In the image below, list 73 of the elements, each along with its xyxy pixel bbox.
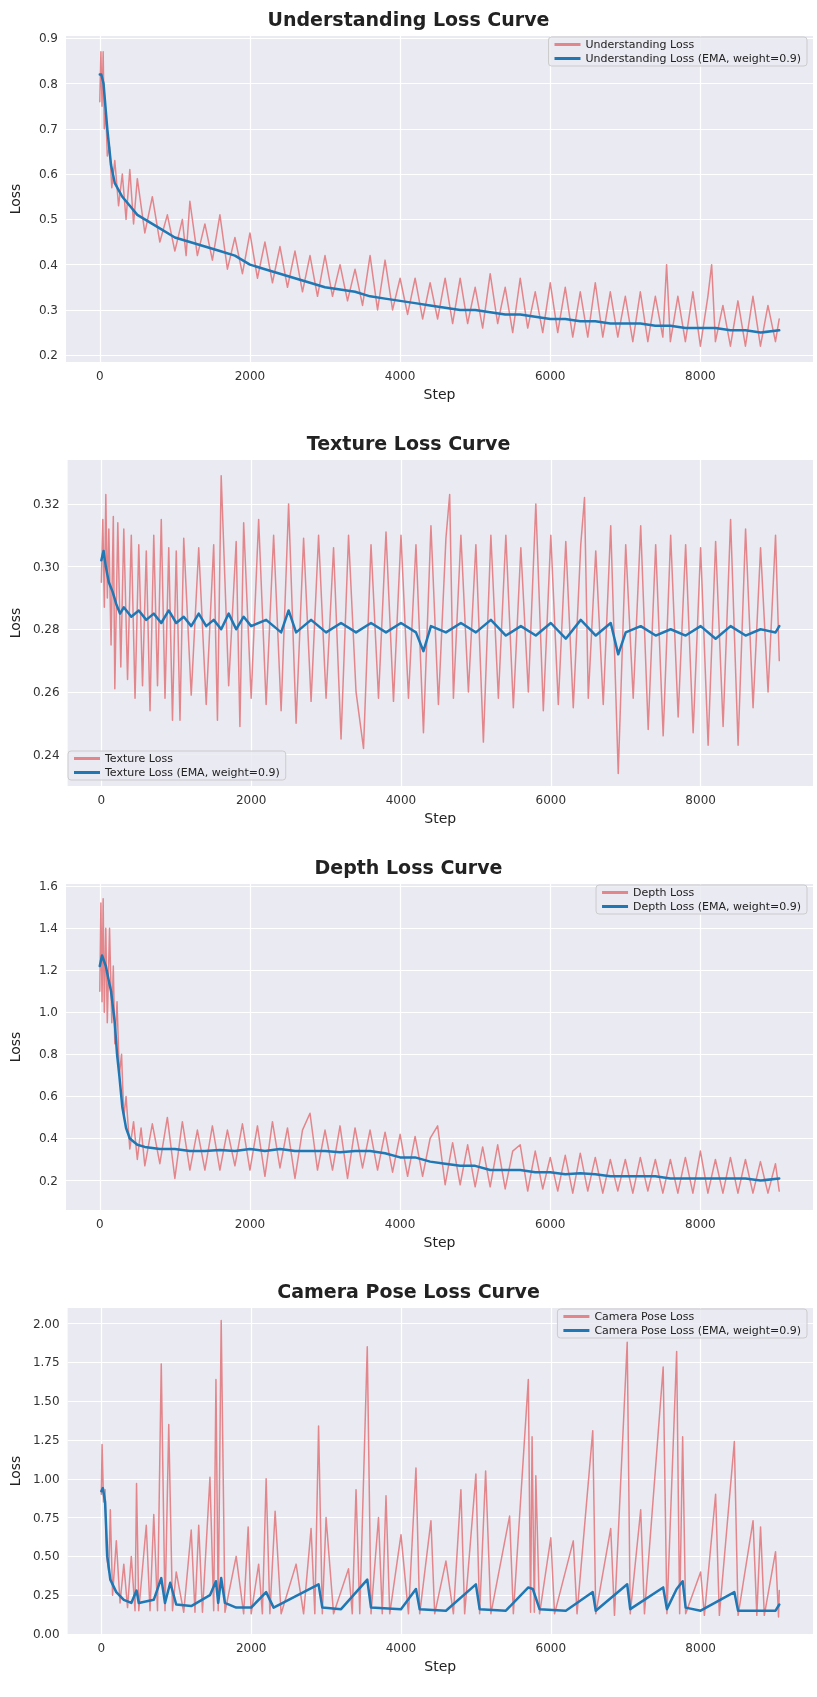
x-tick-label: 2000 <box>235 793 267 807</box>
x-axis-title: Step <box>424 809 457 826</box>
y-tick-label: 0.9 <box>38 31 58 46</box>
y-tick-label: 1.6 <box>38 879 58 894</box>
x-tick-label: 6000 <box>534 1217 566 1231</box>
y-axis-title: Loss <box>7 1455 23 1487</box>
x-tick-label: 8000 <box>685 1641 716 1655</box>
legend-label: Texture Loss <box>104 752 174 765</box>
x-tick-label: 4000 <box>384 1217 416 1231</box>
y-tick-label: 0.4 <box>38 1131 58 1146</box>
line-series <box>100 1486 781 1612</box>
y-tick-label: 0.75 <box>32 1510 60 1525</box>
chart-title: Understanding Loss Curve <box>267 7 550 30</box>
y-tick-label: 1.2 <box>38 963 58 978</box>
line-series <box>98 954 781 1182</box>
y-tick-label: 0.8 <box>38 76 58 91</box>
y-tick-label: 0.28 <box>32 622 60 637</box>
x-axis-title: Step <box>423 1233 456 1250</box>
legend-label: Camera Pose Loss <box>594 1310 695 1323</box>
y-tick-label: 0.5 <box>38 212 58 227</box>
y-tick-label: 2.00 <box>32 1316 60 1331</box>
y-tick-label: 0.2 <box>38 1173 58 1188</box>
y-axis-title: Loss <box>7 1031 23 1063</box>
x-tick-label: 4000 <box>384 369 416 383</box>
x-tick-label: 8000 <box>685 793 716 807</box>
y-tick-label: 1.4 <box>38 921 58 936</box>
y-tick-label: 0.6 <box>38 1089 58 1104</box>
x-tick-label: 0 <box>97 793 106 807</box>
legend-label: Understanding Loss (EMA, weight=0.9) <box>585 52 802 65</box>
y-tick-label: 0.32 <box>32 496 60 511</box>
legend-label: Camera Pose Loss (EMA, weight=0.9) <box>594 1324 801 1337</box>
x-tick-label: 4000 <box>385 793 417 807</box>
chart-title: Depth Loss Curve <box>314 855 503 878</box>
line-series <box>100 549 781 656</box>
y-tick-label: 0.2 <box>38 348 58 363</box>
x-tick-label: 4000 <box>385 1641 417 1655</box>
y-tick-label: 1.50 <box>32 1394 60 1409</box>
y-tick-label: 0.30 <box>32 559 60 574</box>
y-tick-label: 0.24 <box>32 747 60 762</box>
y-tick-label: 0.25 <box>32 1588 60 1603</box>
x-tick-label: 8000 <box>685 369 716 383</box>
y-axis-title: Loss <box>7 607 23 639</box>
x-tick-label: 8000 <box>685 1217 716 1231</box>
y-tick-label: 1.25 <box>32 1432 60 1447</box>
y-tick-label: 1.00 <box>32 1471 60 1486</box>
x-tick-label: 6000 <box>535 793 567 807</box>
chart-title: Texture Loss Curve <box>306 431 511 454</box>
x-tick-label: 0 <box>97 1641 106 1655</box>
y-tick-label: 0.50 <box>32 1549 60 1564</box>
x-axis-title: Step <box>424 1657 457 1674</box>
legend-label: Depth Loss <box>633 886 695 899</box>
chart-title: Camera Pose Loss Curve <box>277 1279 540 1302</box>
x-tick-label: 2000 <box>234 369 266 383</box>
x-tick-label: 2000 <box>234 1217 266 1231</box>
y-tick-label: 0.4 <box>38 257 58 272</box>
y-tick-label: 0.6 <box>38 167 58 182</box>
y-tick-label: 0.26 <box>32 684 60 699</box>
y-tick-label: 1.0 <box>38 1005 58 1020</box>
y-tick-label: 0.00 <box>32 1627 60 1641</box>
x-tick-label: 0 <box>95 369 104 383</box>
y-tick-label: 0.3 <box>38 302 58 317</box>
y-axis-title: Loss <box>7 183 23 215</box>
legend-label: Understanding Loss <box>585 38 695 51</box>
legend-label: Texture Loss (EMA, weight=0.9) <box>104 766 280 779</box>
y-tick-label: 1.75 <box>32 1355 60 1370</box>
x-tick-label: 6000 <box>534 369 566 383</box>
y-tick-label: 0.7 <box>38 121 58 136</box>
x-tick-label: 6000 <box>535 1641 567 1655</box>
x-tick-label: 0 <box>95 1217 104 1231</box>
legend-label: Depth Loss (EMA, weight=0.9) <box>633 900 801 913</box>
y-tick-label: 0.8 <box>38 1047 58 1062</box>
x-tick-label: 2000 <box>235 1641 267 1655</box>
x-axis-title: Step <box>423 385 456 402</box>
